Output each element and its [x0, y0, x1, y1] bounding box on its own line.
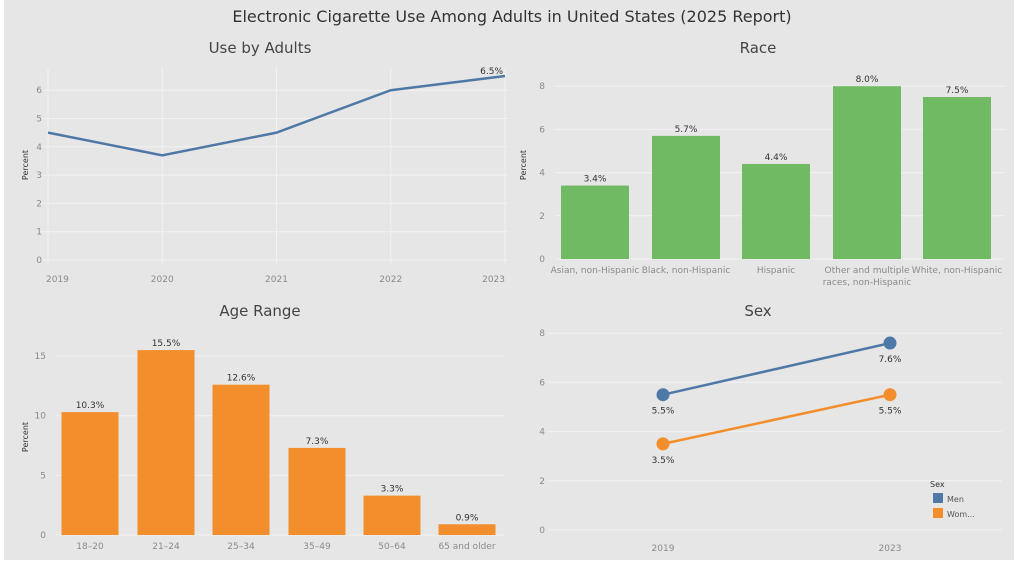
y-tick-label: 3 [36, 171, 42, 181]
x-tick-label: 21–24 [152, 542, 180, 552]
x-tick-label: 2023 [482, 275, 505, 285]
data-label: 15.5% [152, 339, 181, 349]
sex-chart: Sex 0 2 4 6 8 2019 2023 5.5% 7.6% Men 3.5% 5.5% Wom..… [539, 302, 1002, 554]
y-tick-label: 10 [35, 412, 47, 422]
data-label: 7.5% [946, 86, 969, 96]
data-label: 5.5% [652, 407, 675, 417]
y-tick-label: 6 [539, 125, 545, 135]
x-tick-label: 2023 [879, 544, 902, 554]
y-tick-label: 15 [35, 352, 46, 362]
y-tick-label: 8 [539, 82, 545, 92]
x-tick-label: Hispanic [757, 266, 795, 276]
data-point [656, 437, 670, 451]
y-axis-label: Percent [21, 150, 30, 180]
x-tick-label: 2019 [652, 544, 675, 554]
x-tick-label: 2019 [46, 275, 69, 285]
series-line-0 [662, 341, 891, 396]
data-label: 3.5% [652, 456, 675, 466]
bar [652, 135, 720, 259]
data-label: 10.3% [76, 401, 105, 411]
series-line [47, 74, 506, 157]
data-point [883, 336, 897, 350]
bar [923, 97, 991, 259]
bar [137, 350, 195, 535]
data-label: 4.4% [765, 153, 788, 163]
x-tick-label: Black, non-Hispanic [642, 266, 731, 276]
chart-title: Race [740, 39, 777, 57]
legend-swatch [933, 508, 943, 518]
data-label: 3.3% [381, 485, 404, 495]
y-tick-label: 2 [539, 477, 545, 487]
x-tick-label: 2021 [265, 275, 288, 285]
dashboard-title: Electronic Cigarette Use Among Adults in… [232, 7, 791, 26]
y-tick-label: 2 [36, 199, 42, 209]
x-tick-label: 50–64 [378, 542, 406, 552]
data-label: 7.3% [306, 437, 329, 447]
bar [833, 86, 901, 259]
data-label: 8.0% [856, 75, 879, 85]
y-tick-label: 0 [36, 256, 42, 266]
use-by-adults-chart: Use by Adults Percent 0 1 2 3 4 5 6 2019 2020 2021 2… [21, 39, 508, 285]
x-tick-label: 2022 [379, 275, 402, 285]
bar [212, 384, 270, 535]
y-tick-label: 1 [36, 228, 42, 238]
x-tick-label: 35–49 [303, 542, 331, 552]
y-tick-label: 2 [539, 212, 545, 222]
y-tick-label: 5 [40, 471, 46, 481]
data-label: 5.5% [879, 407, 902, 417]
x-tick-label: races, non-Hispanic [823, 278, 912, 288]
data-label: 12.6% [227, 374, 256, 384]
y-tick-label: 0 [539, 255, 545, 265]
data-point [656, 388, 670, 402]
legend-item-label: Men [947, 495, 964, 504]
series-line-1 [662, 393, 891, 446]
legend-item-label: Wom... [947, 510, 975, 519]
x-tick-label: White, non-Hispanic [912, 266, 1002, 276]
y-tick-label: 4 [539, 428, 545, 438]
bar [61, 412, 119, 535]
chart-title: Use by Adults [209, 39, 312, 57]
bar [561, 185, 629, 259]
y-tick-label: 4 [36, 143, 42, 153]
y-tick-label: 4 [539, 169, 545, 179]
x-tick-label: 2020 [151, 275, 174, 285]
x-tick-label: Asian, non-Hispanic [551, 266, 640, 276]
y-tick-label: 6 [539, 378, 545, 388]
y-tick-label: 0 [539, 526, 545, 536]
data-point [883, 388, 897, 402]
data-label: 6.5% [480, 67, 503, 77]
legend-swatch [933, 493, 943, 503]
x-tick-label: 18–20 [76, 542, 104, 552]
x-tick-label: 65 and older [438, 542, 495, 552]
legend-title: Sex [930, 480, 945, 489]
race-chart: Race Percent 0 2 4 6 8 3.4% Asian, non-Hispanic 5… [519, 39, 1005, 288]
bar [742, 163, 810, 259]
bar [288, 447, 346, 535]
y-axis-label: Percent [21, 422, 30, 452]
y-tick-label: 6 [36, 86, 42, 96]
y-tick-label: 8 [539, 329, 545, 339]
data-label: 7.6% [879, 355, 902, 365]
bar [363, 495, 421, 535]
bar [438, 524, 496, 535]
data-label: 3.4% [584, 175, 607, 185]
age-range-chart: Age Range Percent 0 5 10 15 10.3% 18–20 15.5% 21–… [21, 302, 505, 552]
chart-title: Age Range [219, 302, 300, 320]
data-label: 5.7% [675, 125, 698, 135]
x-tick-label: Other and multiple [825, 266, 910, 276]
data-label: 0.9% [456, 513, 479, 523]
y-tick-label: 5 [36, 115, 42, 125]
y-axis-label: Percent [519, 150, 528, 180]
chart-title: Sex [744, 302, 771, 320]
y-tick-label: 0 [40, 531, 46, 541]
x-tick-label: 25–34 [227, 542, 255, 552]
